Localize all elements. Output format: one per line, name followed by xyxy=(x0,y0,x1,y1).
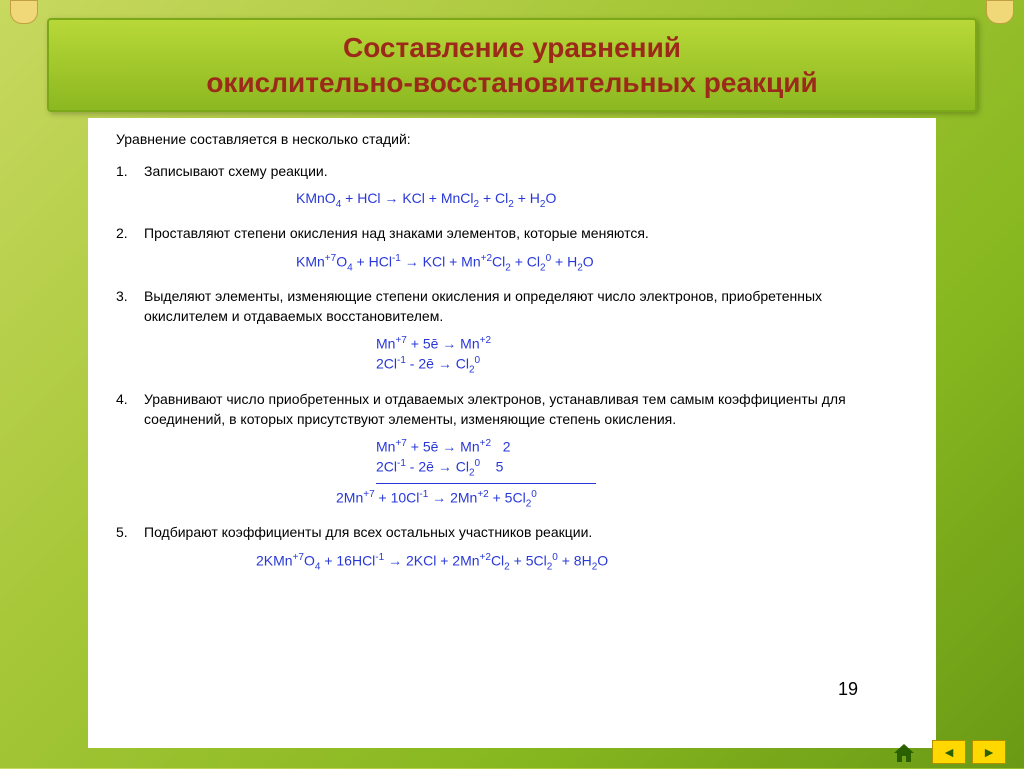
step-text: Подбирают коэффициенты для всех остальны… xyxy=(144,523,908,543)
step-1: 1. Записывают схему реакции. KMnO4 + HCl… xyxy=(116,162,908,212)
step-4: 4. Уравнивают число приобретенных и отда… xyxy=(116,390,908,511)
content-area: Уравнение составляется в несколько стади… xyxy=(88,118,936,748)
intro-text: Уравнение составляется в несколько стади… xyxy=(116,130,908,150)
equation-3: Mn+7 + 5ē → Mn+2 2Cl-1 - 2ē → Cl20 xyxy=(116,334,908,378)
equation-1: KMnO4 + HCl → KCl + MnCl2 + Cl2 + H2O xyxy=(116,189,908,212)
equation-5: 2KMn+7O4 + 16HCl-1 → 2KCl + 2Mn+2Cl2 + 5… xyxy=(116,551,908,574)
equation-4-top: Mn+7 + 5ē → Mn+2 2 2Cl-1 - 2ē → Cl20 5 xyxy=(116,437,908,481)
step-3: 3. Выделяют элементы, изменяющие степени… xyxy=(116,287,908,378)
next-button[interactable]: ► xyxy=(972,740,1006,764)
step-text: Выделяют элементы, изменяющие степени ок… xyxy=(144,287,908,326)
step-num: 2. xyxy=(116,224,144,244)
equation-2: KMn+7O4 + HCl-1 → KCl + Mn+2Cl2 + Cl20 +… xyxy=(116,252,908,275)
home-icon[interactable] xyxy=(892,742,916,764)
step-num: 5. xyxy=(116,523,144,543)
step-5: 5. Подбирают коэффициенты для всех остал… xyxy=(116,523,908,574)
step-text: Записывают схему реакции. xyxy=(144,162,908,182)
step-num: 1. xyxy=(116,162,144,182)
step-text: Уравнивают число приобретенных и отдавае… xyxy=(144,390,908,429)
step-text: Проставляют степени окисления над знакам… xyxy=(144,224,908,244)
prev-button[interactable]: ◄ xyxy=(932,740,966,764)
step-2: 2. Проставляют степени окисления над зна… xyxy=(116,224,908,275)
scroll-corner-right xyxy=(986,0,1014,24)
step-num: 4. xyxy=(116,390,144,410)
scroll-corner-left xyxy=(10,0,38,24)
nav-buttons: ◄ ► xyxy=(932,740,1006,764)
slide-title: Составление уравнений окислительно-восст… xyxy=(47,18,977,112)
title-line2: окислительно-восстановительных реакций xyxy=(206,67,817,98)
balance-divider xyxy=(376,483,596,484)
step-num: 3. xyxy=(116,287,144,307)
title-line1: Составление уравнений xyxy=(343,32,681,63)
page-number: 19 xyxy=(838,677,858,702)
equation-4-bottom: 2Mn+7 + 10Cl-1 → 2Mn+2 + 5Cl20 xyxy=(116,488,908,511)
